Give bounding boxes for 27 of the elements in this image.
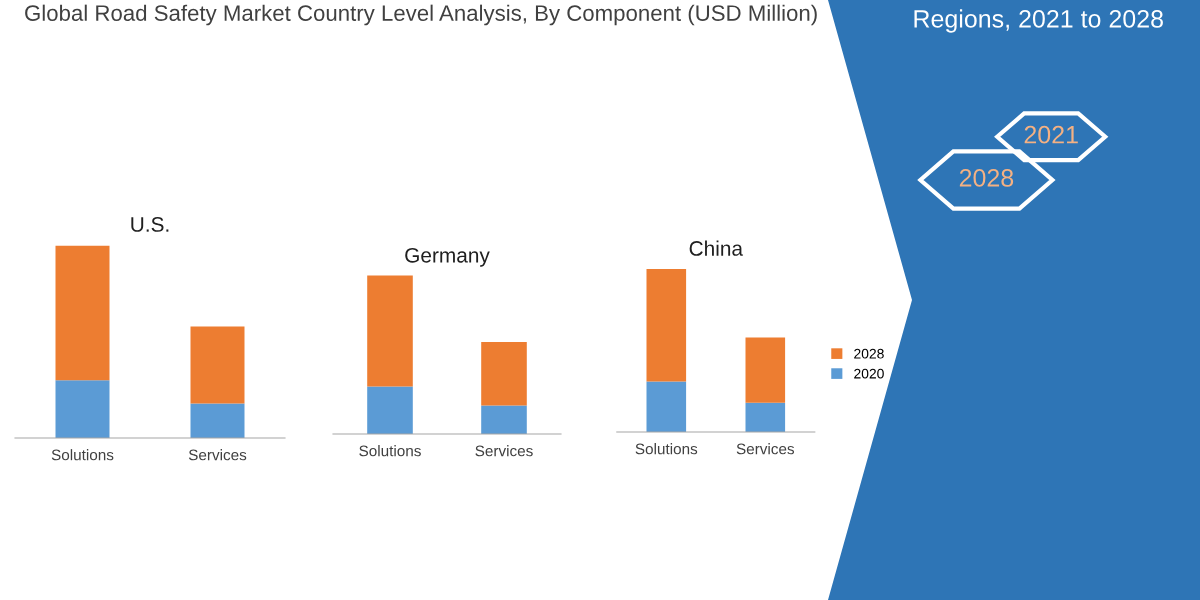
bar <box>745 337 786 403</box>
chart-title: China <box>689 240 744 256</box>
x-tick-label: Services <box>188 449 247 461</box>
bar <box>367 275 413 387</box>
x-tick-label: Services <box>475 445 533 457</box>
x-tick-label: Solutions <box>359 445 421 457</box>
text: Regions, 2021 to 2028 <box>914 9 1163 33</box>
bar <box>745 402 786 432</box>
text: Global Road Safety Market Country Level Analysis, By Component (USD Million) <box>25 4 817 26</box>
bar <box>481 342 527 406</box>
bar <box>190 403 245 438</box>
chart-title: Germany <box>405 247 490 267</box>
legend-label: 2020 <box>854 368 884 379</box>
chart-title: U.S. <box>131 217 169 232</box>
bar <box>190 326 245 404</box>
bar <box>646 381 687 432</box>
x-tick-label: Services <box>736 443 795 455</box>
legend-label: 2028 <box>854 348 884 359</box>
bar <box>367 386 413 434</box>
bar <box>55 380 110 438</box>
text: 2021 <box>1024 125 1078 144</box>
text: 2028 <box>959 169 1014 187</box>
bar <box>481 405 527 434</box>
x-tick-label: Solutions <box>51 449 114 461</box>
bar <box>55 245 110 381</box>
bar <box>646 268 687 382</box>
x-tick-label: Solutions <box>635 443 698 455</box>
